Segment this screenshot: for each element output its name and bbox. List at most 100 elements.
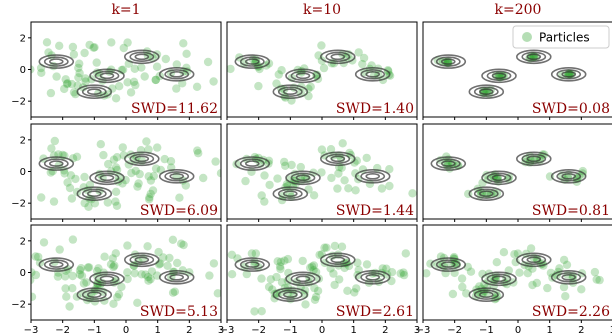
particle-point — [61, 75, 70, 84]
particle-point — [317, 56, 327, 65]
particle-point — [260, 197, 269, 206]
particle-point — [227, 270, 237, 279]
particle-point — [300, 64, 309, 73]
particle-point — [142, 137, 151, 146]
particle-point — [60, 272, 70, 281]
particle-point — [76, 264, 86, 273]
contour-ring — [239, 259, 265, 270]
ytick-label: −2 — [11, 300, 26, 311]
particle-point — [177, 239, 186, 248]
particle-point — [309, 266, 318, 275]
particle-point — [144, 145, 153, 154]
particle-point — [480, 279, 489, 289]
particle-point — [31, 252, 40, 261]
particle-point — [199, 173, 208, 183]
contour-ring — [468, 287, 505, 303]
particle-point — [68, 271, 77, 281]
swd-label: SWD=1.44 — [336, 203, 414, 219]
particle-point — [350, 288, 359, 297]
particle-point — [108, 254, 118, 263]
particle-point — [109, 299, 118, 308]
particle-point — [448, 289, 458, 299]
contour-ring — [515, 151, 552, 167]
particle-point — [362, 260, 372, 269]
particle-point — [34, 252, 43, 262]
contour-ring — [164, 272, 190, 283]
contour-ring — [164, 69, 190, 80]
contour-ring — [99, 275, 115, 283]
particle-point — [311, 292, 321, 302]
contour-ring — [319, 49, 356, 65]
particle-point — [118, 143, 128, 152]
particle-point — [399, 268, 408, 277]
particle-point — [595, 275, 604, 285]
particle-point — [152, 62, 162, 71]
particle-point — [46, 88, 56, 98]
particle-point — [264, 156, 274, 165]
swd-label: SWD=0.08 — [532, 101, 610, 117]
contour-ring — [354, 67, 391, 82]
particle-point — [260, 171, 269, 180]
contour-ring — [486, 172, 512, 184]
ytick-label: 0 — [20, 167, 26, 178]
particle-point — [75, 59, 84, 68]
particle-point — [130, 269, 139, 278]
particle-point — [75, 68, 84, 78]
particle-point — [526, 244, 536, 253]
particle-point — [351, 169, 360, 178]
contour-ring — [169, 273, 184, 281]
contour-ring — [245, 261, 260, 268]
contour-ring — [290, 172, 316, 184]
particle-point — [85, 40, 94, 50]
contour-ring — [430, 156, 467, 171]
ytick-label: 2 — [20, 135, 26, 146]
particle-point — [145, 195, 154, 204]
contour-ring — [468, 84, 505, 99]
particle-point — [317, 41, 326, 50]
particle-point — [298, 256, 307, 266]
xtick-label: 1 — [546, 325, 552, 335]
xtick-label: 3 — [610, 325, 612, 335]
contour-ring — [478, 291, 494, 299]
particle-point — [108, 84, 117, 93]
particle-point — [561, 292, 570, 301]
particle-point — [383, 66, 393, 75]
contour-ring — [94, 172, 120, 184]
particle-point — [111, 249, 121, 258]
particle-point — [111, 94, 121, 103]
xtick-label: −3 — [24, 325, 39, 335]
particle-point — [111, 187, 121, 196]
particle-point — [275, 262, 285, 271]
particle-point — [143, 272, 153, 282]
particle-point — [53, 272, 63, 281]
contour-ring — [295, 174, 311, 182]
contour-ring — [290, 273, 316, 284]
contour-ring — [491, 72, 507, 80]
contour-ring — [365, 273, 381, 281]
ytick-label: 2 — [20, 33, 26, 44]
particle-point — [310, 295, 320, 304]
contour-ring — [245, 58, 260, 65]
xtick-label: −1 — [87, 325, 102, 335]
particle-point — [559, 282, 569, 292]
particle-point — [423, 269, 431, 278]
contour-ring — [478, 190, 494, 197]
contour-ring — [239, 158, 265, 169]
contour-ring — [556, 272, 582, 283]
particle-point — [277, 278, 287, 287]
particle-point — [149, 171, 158, 181]
particle-point — [358, 59, 367, 69]
particle-point — [55, 245, 64, 254]
contour-ring — [48, 261, 64, 268]
particle-point — [113, 293, 122, 302]
particle-point — [326, 145, 336, 154]
contour-ring — [282, 190, 298, 197]
particle-point — [31, 270, 41, 280]
particle-point — [344, 184, 353, 193]
contour-ring — [89, 271, 125, 287]
contour-ring — [526, 155, 542, 163]
particle-point — [135, 169, 144, 179]
particle-point — [145, 193, 154, 202]
particle-point — [109, 155, 119, 164]
contour-ring — [481, 68, 517, 84]
